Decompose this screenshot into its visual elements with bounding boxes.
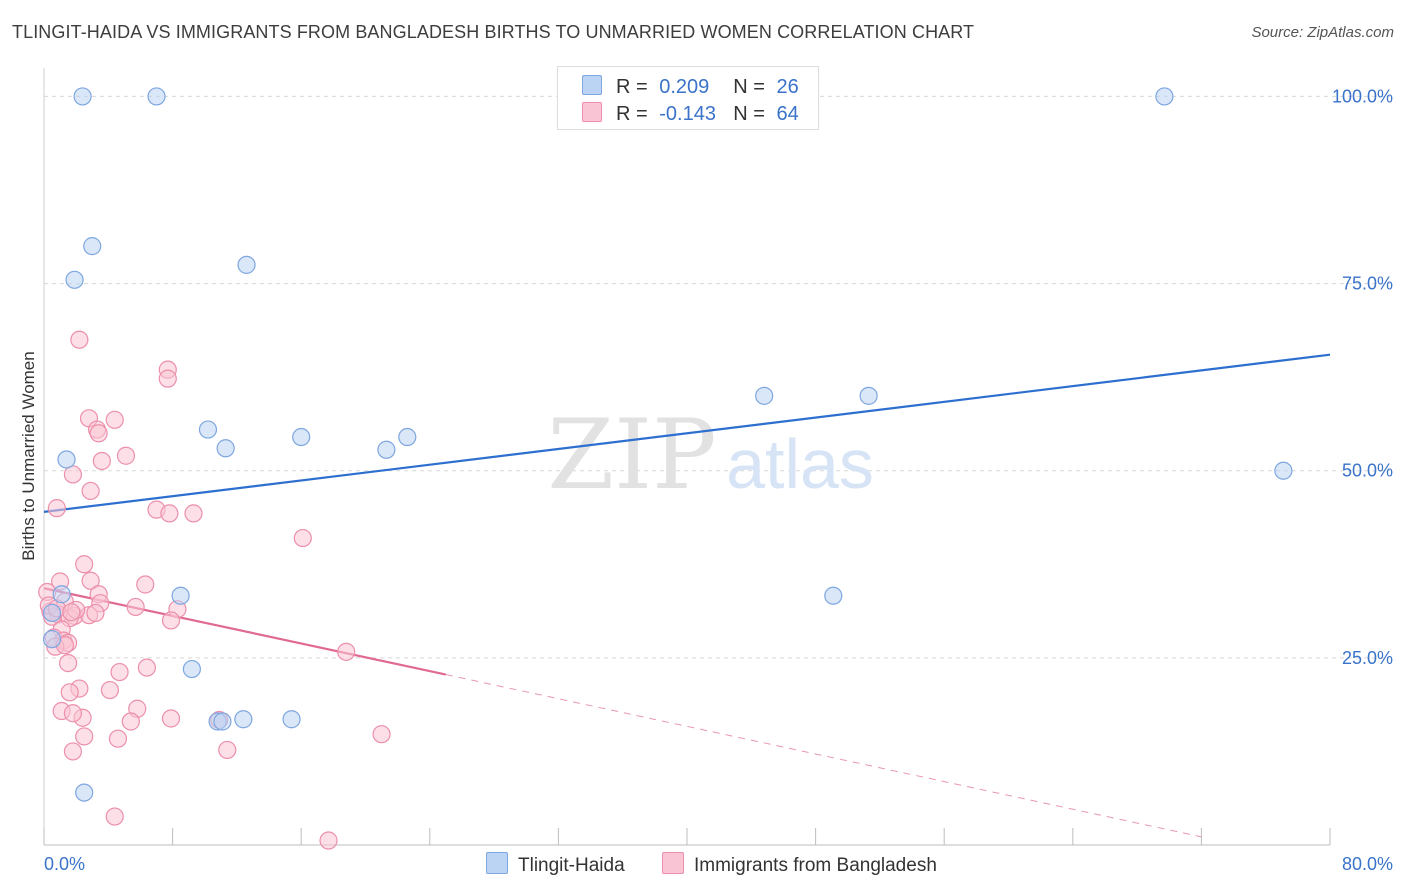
- point-tlingit-haida: [147, 87, 166, 106]
- legend-row-tlingit: R = 0.209 N = 26: [582, 75, 799, 99]
- point-tlingit-haida: [83, 237, 102, 256]
- point-tlingit-haida: [1155, 87, 1174, 106]
- point-bangladesh: [105, 410, 124, 429]
- trend-lines: [43, 353, 1331, 838]
- point-bangladesh: [184, 504, 203, 523]
- point-tlingit-haida: [398, 427, 417, 447]
- point-tlingit-haida: [213, 712, 232, 731]
- point-bangladesh: [47, 499, 66, 518]
- point-bangladesh: [63, 465, 83, 484]
- point-tlingit-haida: [234, 710, 253, 729]
- point-bangladesh: [75, 555, 94, 574]
- point-bangladesh: [218, 740, 237, 760]
- point-bangladesh: [136, 575, 155, 594]
- point-bangladesh: [161, 709, 181, 728]
- point-tlingit-haida: [75, 783, 94, 802]
- point-tlingit-haida: [216, 439, 235, 458]
- source-note: Source: ZipAtlas.com: [1251, 24, 1394, 41]
- point-bangladesh: [105, 807, 124, 826]
- point-bangladesh: [293, 528, 312, 548]
- trend-line: [43, 353, 1331, 513]
- data-points: [38, 87, 1293, 850]
- point-bangladesh: [62, 603, 81, 622]
- point-tlingit-haida: [198, 420, 218, 439]
- point-bangladesh: [126, 597, 145, 617]
- point-bangladesh: [81, 481, 100, 501]
- series-swatch-blue: [486, 852, 508, 874]
- point-tlingit-haida: [73, 87, 92, 106]
- point-bangladesh: [60, 683, 79, 702]
- watermark-zip: ZIP: [547, 399, 716, 511]
- point-bangladesh: [100, 680, 120, 700]
- y-tick-label: 75.0%: [1342, 274, 1393, 294]
- point-tlingit-haida: [282, 710, 301, 729]
- point-tlingit-haida: [42, 603, 62, 623]
- x-tick-label: 0.0%: [44, 854, 85, 874]
- legend-n-label: N =: [733, 103, 765, 125]
- point-bangladesh: [108, 729, 128, 748]
- legend-n-value: 26: [776, 76, 799, 98]
- legend-r-label: R =: [616, 103, 648, 125]
- point-bangladesh: [160, 504, 179, 523]
- tick-labels: 25.0% 50.0% 75.0% 100.0% 0.0% 80.0%: [44, 86, 1393, 874]
- point-bangladesh: [92, 451, 111, 471]
- legend-row-bangladesh: R = -0.143 N = 64: [582, 102, 799, 126]
- point-tlingit-haida: [42, 630, 62, 649]
- series-name: Immigrants from Bangladesh: [694, 855, 937, 876]
- point-bangladesh: [116, 446, 136, 465]
- point-bangladesh: [63, 742, 83, 761]
- point-bangladesh: [110, 662, 129, 682]
- point-bangladesh: [81, 571, 100, 590]
- point-bangladesh: [70, 330, 89, 349]
- legend-swatch-blue: [582, 75, 602, 95]
- grid: [44, 95, 1390, 659]
- watermark-atlas: atlas: [726, 425, 874, 503]
- series-legend-bangladesh: Immigrants from Bangladesh: [662, 852, 937, 876]
- point-tlingit-haida: [171, 586, 190, 605]
- point-bangladesh: [75, 727, 94, 746]
- legend-n-value: 64: [776, 103, 799, 125]
- point-tlingit-haida: [824, 586, 843, 605]
- point-tlingit-haida: [52, 585, 71, 604]
- point-tlingit-haida: [182, 659, 201, 679]
- y-tick-label: 100.0%: [1332, 86, 1393, 106]
- series-legend-tlingit: Tlingit-Haida: [486, 852, 625, 876]
- point-bangladesh: [319, 831, 338, 850]
- axes: [43, 68, 1331, 846]
- point-bangladesh: [89, 424, 108, 443]
- legend-r-value: -0.143: [659, 103, 716, 125]
- legend-r-label: R =: [616, 76, 648, 98]
- legend-r-value: 0.209: [659, 76, 710, 98]
- point-bangladesh: [121, 712, 140, 731]
- point-bangladesh: [372, 725, 391, 744]
- point-tlingit-haida: [65, 270, 84, 289]
- point-tlingit-haida: [237, 255, 256, 274]
- point-bangladesh: [59, 653, 78, 673]
- legend-n-label: N =: [733, 76, 765, 98]
- point-tlingit-haida: [1274, 461, 1293, 480]
- point-bangladesh: [337, 642, 356, 661]
- y-tick-label: 25.0%: [1342, 648, 1393, 668]
- point-bangladesh: [158, 369, 177, 388]
- legend-swatch-pink: [582, 102, 602, 122]
- point-bangladesh: [137, 658, 156, 677]
- point-bangladesh: [86, 603, 105, 623]
- trend-line-extension: [445, 674, 1202, 838]
- point-tlingit-haida: [755, 386, 774, 405]
- series-swatch-pink: [662, 852, 684, 874]
- point-tlingit-haida: [377, 440, 396, 459]
- y-tick-label: 50.0%: [1342, 461, 1393, 481]
- chart-title: TLINGIT-HAIDA VS IMMIGRANTS FROM BANGLAD…: [12, 22, 975, 42]
- trend-line: [43, 587, 447, 676]
- point-tlingit-haida: [859, 386, 878, 405]
- y-axis-label: Births to Unmarried Women: [19, 351, 38, 560]
- series-name: Tlingit-Haida: [518, 855, 625, 876]
- point-tlingit-haida: [292, 427, 311, 447]
- correlation-legend: R = 0.209 N = 26 R = -0.143 N = 64: [557, 66, 819, 130]
- point-bangladesh: [63, 704, 83, 723]
- x-tick-label: 80.0%: [1342, 854, 1393, 874]
- point-bangladesh: [161, 611, 181, 630]
- point-tlingit-haida: [57, 450, 76, 469]
